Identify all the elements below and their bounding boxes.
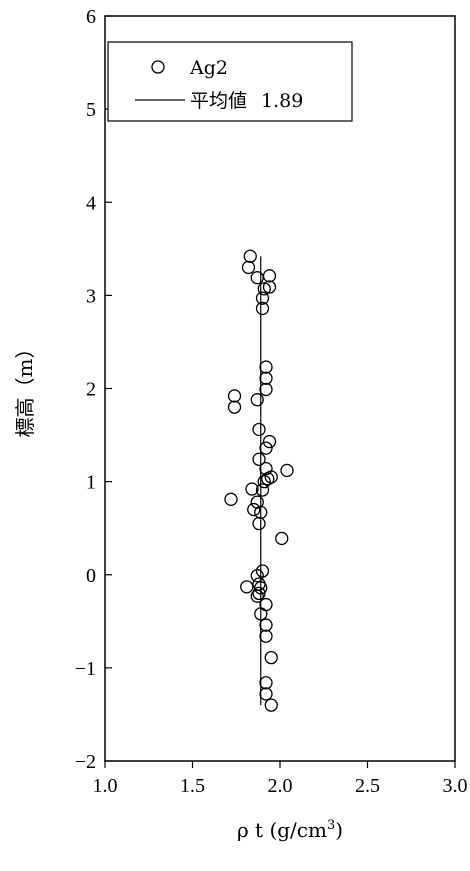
x-tick-label: 2.5: [355, 775, 380, 797]
legend-box: [107, 41, 353, 122]
y-tick-label: 3: [86, 285, 96, 307]
data-point: [250, 393, 264, 407]
y-tick-label: 1: [86, 472, 96, 494]
data-point: [262, 280, 277, 294]
data-point: [252, 422, 266, 437]
x-axis-title-close: ): [335, 818, 343, 842]
y-tick-label: −1: [75, 658, 96, 680]
data-point: [262, 434, 277, 449]
x-tick-label: 1.5: [180, 775, 205, 797]
x-tick-label: 1.0: [93, 775, 118, 797]
legend-mean-value: 1.89: [261, 90, 303, 112]
data-point: [259, 382, 273, 397]
data-point: [247, 502, 261, 517]
data-point: [259, 371, 273, 385]
plot-frame: [104, 15, 456, 762]
y-tick-label: 6: [86, 6, 96, 28]
data-point: [264, 698, 278, 712]
y-axis-title: 標高（m）: [13, 339, 37, 438]
data-point: [224, 492, 238, 506]
data-point: [259, 597, 273, 612]
data-point: [264, 650, 278, 665]
data-point: [254, 581, 268, 595]
data-point: [252, 452, 266, 466]
x-axis-title-main: ρ t (g/cm: [237, 818, 327, 842]
data-point: [275, 531, 289, 546]
x-axis-title-sup: 3: [327, 818, 335, 833]
data-point: [261, 472, 275, 486]
data-point: [262, 269, 277, 283]
data-point: [250, 589, 264, 603]
x-axis-title: ρ t (g/cm3): [237, 818, 343, 842]
data-point: [255, 291, 270, 305]
data-point: [259, 441, 273, 455]
legend-label-ag2: Ag2: [189, 57, 228, 79]
data-point: [243, 249, 257, 263]
y-tick-label: −2: [75, 751, 96, 773]
data-point: [245, 482, 259, 496]
data-point: [257, 282, 271, 296]
legend-marker-circle: [151, 60, 165, 74]
legend: Ag2 平均値 1.89: [107, 41, 353, 122]
data-point: [255, 564, 270, 578]
data-point: [255, 483, 270, 497]
data-point: [240, 580, 254, 594]
data-point: [241, 260, 256, 275]
data-point: [252, 516, 266, 531]
y-tick-label: 5: [86, 99, 96, 121]
data-point: [255, 301, 270, 316]
data-point: [254, 607, 268, 621]
data-point: [227, 389, 242, 403]
data-point: [227, 400, 242, 414]
data-point: [280, 463, 294, 478]
data-point: [259, 676, 273, 690]
legend-mean-label: 平均値: [190, 90, 247, 112]
data-point: [257, 474, 271, 489]
y-tick-label: 0: [86, 565, 96, 587]
x-tick-label: 2.0: [268, 775, 293, 797]
axis-tick-labels: −2 −1 0 1 2 3 4 5 6 1.0 1.5 2.0 2.5 3.0: [75, 6, 468, 797]
data-point: [259, 618, 273, 632]
legend-label-mean: 平均値 1.89: [190, 90, 303, 112]
data-point: [250, 271, 264, 285]
data-point: [259, 629, 273, 643]
y-tick-label: 2: [86, 379, 96, 401]
data-point: [259, 360, 273, 374]
axis-ticks: [104, 15, 456, 768]
data-marks: [224, 249, 294, 712]
data-point: [259, 687, 273, 701]
x-tick-label: 3.0: [443, 775, 468, 797]
y-tick-label: 4: [86, 192, 96, 214]
data-point: [252, 586, 266, 601]
data-point: [250, 569, 264, 583]
